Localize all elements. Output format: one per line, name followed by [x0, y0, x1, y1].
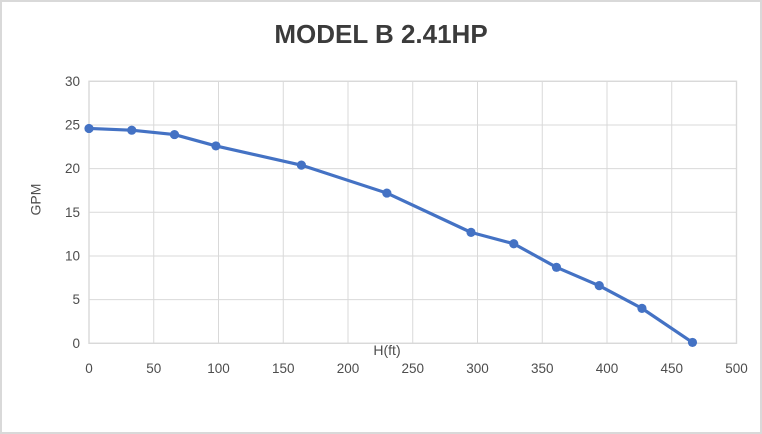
data-point-marker — [127, 125, 137, 135]
x-tick-label: 450 — [660, 361, 683, 376]
data-point-marker — [687, 337, 698, 348]
gridlines — [88, 80, 738, 345]
data-point-marker — [296, 160, 306, 170]
plot-area-border — [88, 80, 738, 345]
data-point-marker — [84, 123, 94, 134]
x-tick-label: 250 — [401, 361, 424, 376]
chart-title: MODEL B 2.41HP — [274, 19, 488, 49]
y-axis-title: GPM — [27, 183, 44, 216]
data-point-marker — [551, 262, 562, 272]
data-point-marker — [509, 239, 519, 249]
axis-tick-labels: 0 50 100 150 200 250 300 350 400 450 500 0 5 10 15 20 25… — [65, 74, 748, 376]
x-tick-label: 100 — [207, 361, 230, 376]
y-tick-label: 15 — [65, 205, 80, 220]
y-tick-label: 25 — [65, 117, 80, 132]
y-tick-label: 5 — [72, 292, 80, 307]
x-tick-label: 400 — [596, 361, 619, 376]
data-point-marker — [382, 188, 392, 198]
data-point-marker — [211, 141, 221, 151]
x-tick-label: 0 — [85, 361, 93, 376]
x-tick-label: 350 — [531, 361, 554, 376]
x-tick-label: 300 — [466, 361, 489, 376]
y-tick-label: 10 — [65, 248, 80, 263]
data-series — [84, 123, 698, 348]
y-tick-label: 0 — [72, 336, 80, 351]
data-point-marker — [466, 227, 476, 237]
y-tick-label: 20 — [65, 161, 80, 176]
y-tick-label: 30 — [65, 74, 80, 89]
x-tick-label: 200 — [337, 361, 360, 376]
x-tick-label: 500 — [725, 361, 748, 376]
x-tick-label: 150 — [272, 361, 295, 376]
data-point-marker — [594, 281, 604, 291]
x-tick-label: 50 — [146, 361, 161, 376]
series-line — [87, 126, 695, 345]
data-point-marker — [637, 303, 647, 313]
data-point-marker — [169, 129, 180, 140]
x-axis-title: H(ft) — [373, 342, 401, 358]
